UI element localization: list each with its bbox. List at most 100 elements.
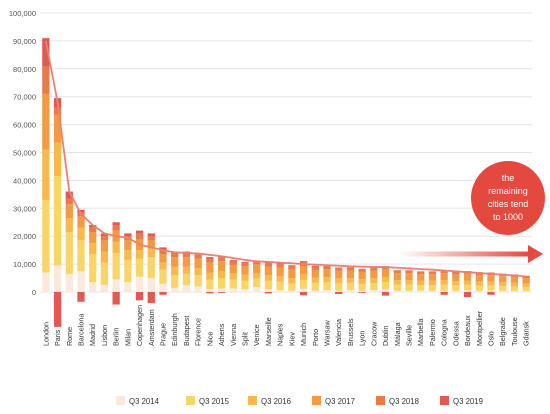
bar-segment xyxy=(346,270,355,279)
bar-segment xyxy=(241,280,249,290)
x-tick-label: Nice xyxy=(205,332,214,346)
bar-segment xyxy=(182,266,191,274)
y-tick-label: 20,000 xyxy=(13,232,36,241)
x-tick-label: Munich xyxy=(299,323,308,346)
bar-segment xyxy=(358,279,366,284)
bar-segment xyxy=(440,284,448,291)
y-tick-label: 100,000 xyxy=(9,9,36,18)
bar-segment xyxy=(522,278,530,284)
bar-segment xyxy=(42,66,50,94)
legend-label: Q3 2019 xyxy=(453,397,483,406)
bar-segment xyxy=(276,281,284,291)
bar-segment xyxy=(147,278,155,292)
bar-segment xyxy=(89,243,97,255)
bar-segment xyxy=(217,288,226,292)
bar-segment xyxy=(42,199,50,273)
bar-segment xyxy=(241,289,249,292)
bar-segment xyxy=(311,282,319,291)
bar-segment xyxy=(147,233,155,237)
bar-segment xyxy=(417,285,425,291)
bar-negative xyxy=(53,292,62,327)
x-tick-label: Vienna xyxy=(229,324,238,346)
bar-segment xyxy=(358,283,366,291)
legend-swatch xyxy=(248,396,257,405)
bar-segment xyxy=(311,265,319,267)
bar-segment xyxy=(428,285,437,291)
bar-segment xyxy=(440,273,448,281)
bar-segment xyxy=(335,267,343,271)
legend-label: Q3 2016 xyxy=(261,397,291,406)
bar-segment xyxy=(335,270,343,279)
annotation-line-2: remaining xyxy=(488,186,528,196)
bar-segment xyxy=(206,257,214,259)
y-tick-label: 60,000 xyxy=(13,121,36,130)
annotation-line-4: to 1000 xyxy=(493,212,523,222)
x-tick-label: Belgrade xyxy=(498,317,507,346)
bar-segment xyxy=(487,281,495,286)
bar-segment xyxy=(182,252,191,258)
bar-segment xyxy=(159,247,167,251)
bar-segment xyxy=(253,264,261,274)
bar-segment xyxy=(417,274,425,281)
bar-negative xyxy=(135,292,144,301)
bar-negative xyxy=(159,292,167,295)
x-tick-label: Barcelona xyxy=(77,314,86,346)
y-tick-label: 10,000 xyxy=(13,260,36,269)
bar-segment xyxy=(370,290,378,292)
bar-segment xyxy=(311,277,319,283)
legend-swatch xyxy=(116,396,125,405)
trend-line-group xyxy=(44,40,527,278)
bar-segment xyxy=(65,198,73,205)
bar-segment xyxy=(299,261,308,262)
bar-segment xyxy=(112,222,120,226)
bar-segment xyxy=(475,290,483,292)
legend-swatch xyxy=(440,396,449,405)
y-tick-label: 0 xyxy=(32,288,36,297)
bar-segment xyxy=(42,272,50,292)
bar-segment xyxy=(135,250,144,259)
bar-segment xyxy=(182,273,191,286)
bar-segment xyxy=(358,271,366,280)
bar-segment xyxy=(311,266,319,270)
bar-segment xyxy=(335,290,343,292)
legend-swatch xyxy=(376,396,385,405)
bar-segment xyxy=(417,280,425,286)
x-tick-label: Valencia xyxy=(334,319,343,346)
legend-swatch xyxy=(186,396,195,405)
y-tick-label: 80,000 xyxy=(13,65,36,74)
bar-segment xyxy=(463,290,472,292)
bar-segment xyxy=(335,283,343,291)
x-tick-label: Seville xyxy=(405,325,414,346)
y-tick-label: 40,000 xyxy=(13,176,36,185)
bar-segment xyxy=(100,285,109,292)
bar-segment xyxy=(77,271,85,292)
bar-segment xyxy=(510,291,519,292)
x-tick-label: Warsaw xyxy=(323,320,332,346)
x-tick-label: Odessa xyxy=(451,321,460,346)
bar-segment xyxy=(428,274,437,281)
annotation-arrow-shaft xyxy=(398,251,530,257)
y-tick-label: 90,000 xyxy=(13,37,36,46)
bar-segment xyxy=(440,290,448,292)
x-tick-label: Lyon xyxy=(358,331,367,346)
bar-segment xyxy=(229,273,237,280)
x-tick-label: Amsterdam xyxy=(147,309,156,346)
bar-segment xyxy=(299,280,308,289)
bar-segment xyxy=(194,268,202,276)
bar-segment xyxy=(89,232,97,244)
bar-segment xyxy=(452,274,460,282)
bar-segment xyxy=(100,240,109,252)
annotation-line-3: cities tend xyxy=(488,199,529,209)
bar-segment xyxy=(475,285,483,291)
bar-negative xyxy=(381,292,390,296)
x-tick-label: Berlin xyxy=(112,328,121,346)
bar-segment xyxy=(65,218,73,233)
bar-segment xyxy=(217,261,226,272)
bar-segment xyxy=(323,277,331,283)
x-tick-label: Brussels xyxy=(346,318,355,346)
bar-segment xyxy=(440,280,448,285)
bar-segment xyxy=(264,275,273,281)
legend-label: Q3 2014 xyxy=(129,397,160,406)
bar-segment xyxy=(217,271,226,279)
bar-segment xyxy=(299,266,308,275)
